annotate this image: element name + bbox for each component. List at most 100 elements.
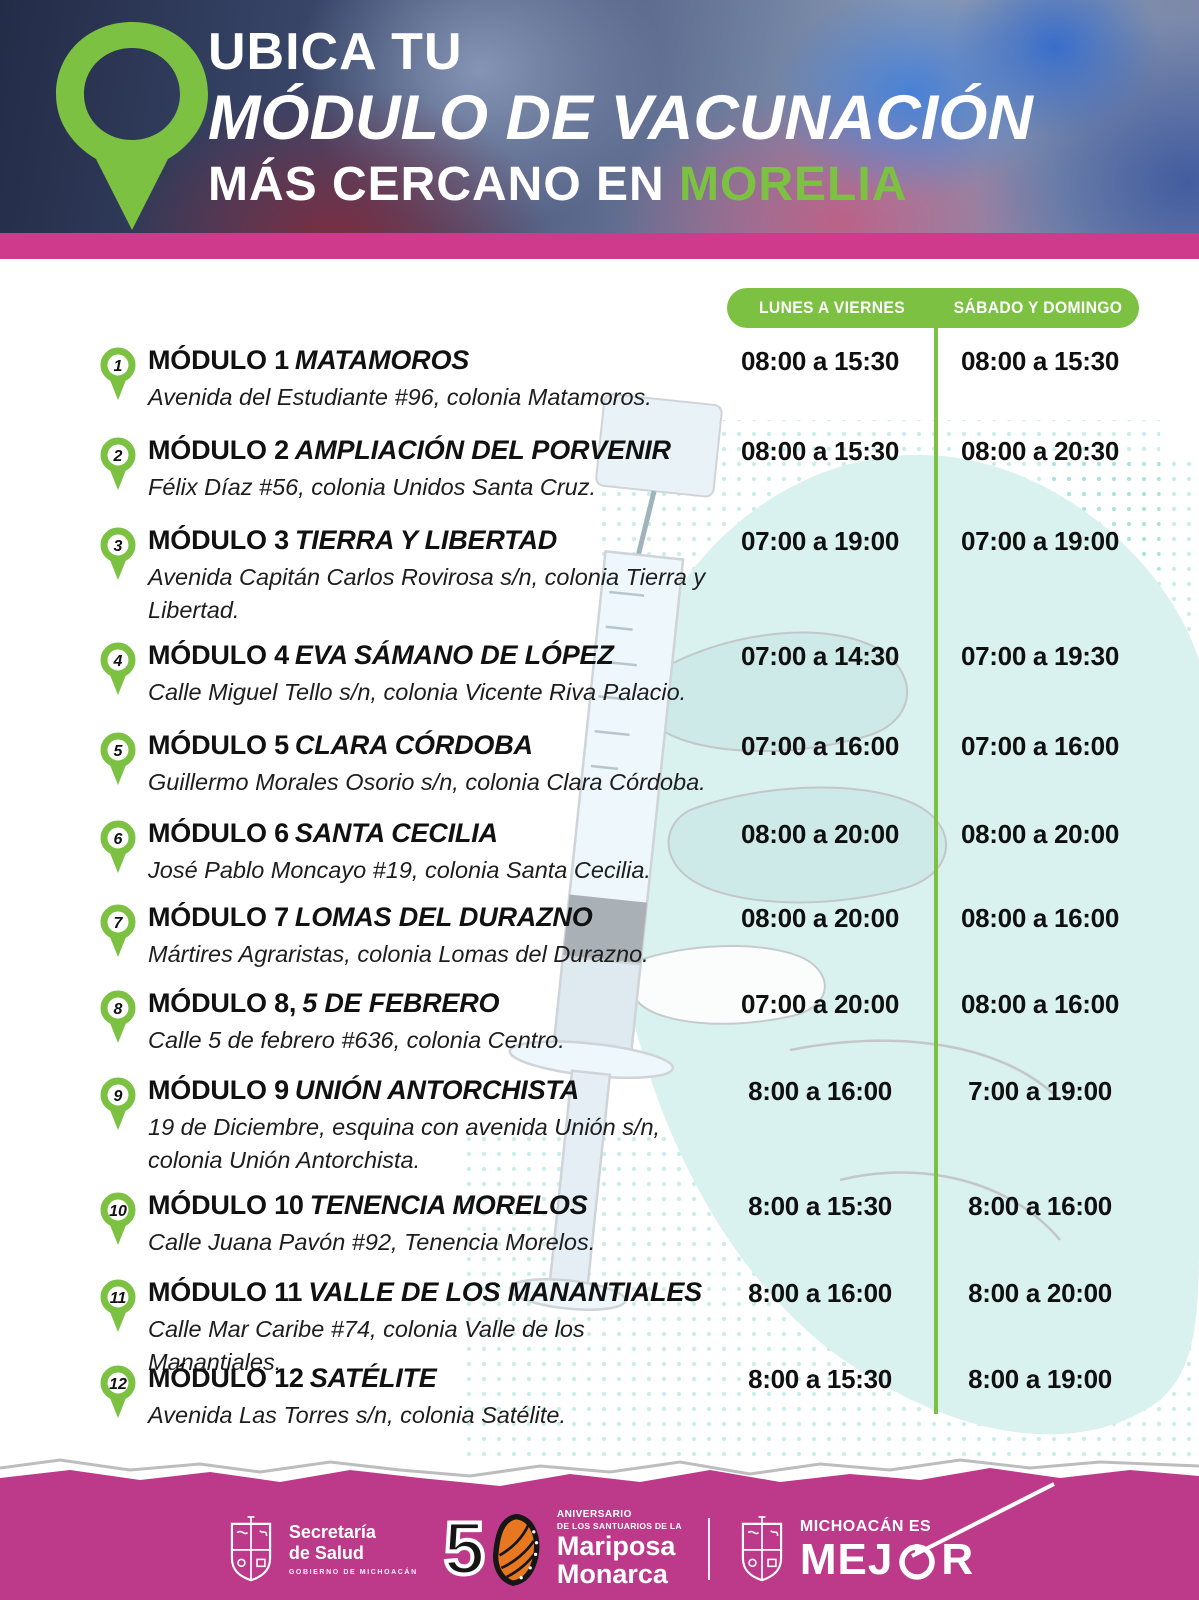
footer-separator bbox=[707, 1518, 710, 1580]
module-number-label: MÓDULO 3 bbox=[148, 525, 289, 555]
anniversary-label: ANIVERSARIO bbox=[556, 1509, 632, 1521]
module-address: Félix Díaz #56, colonia Unidos Santa Cru… bbox=[148, 474, 597, 500]
michoacan-es-mejor-logo: MICHOACÁN ES MEJ R bbox=[736, 1482, 1056, 1585]
mariposa-label: Mariposa bbox=[556, 1531, 676, 1562]
module-name: SATÉLITE bbox=[309, 1363, 437, 1393]
module-title: MÓDULO 11 VALLE DE LOS MANANTIALES bbox=[148, 1277, 713, 1308]
module-address: Avenida Las Torres s/n, colonia Satélite… bbox=[148, 1402, 567, 1428]
module-text: MÓDULO 7 LOMAS DEL DURAZNO Mártires Agrar… bbox=[148, 902, 713, 971]
coat-of-arms-icon bbox=[741, 1516, 783, 1582]
module-title: MÓDULO 1 MATAMOROS bbox=[148, 345, 713, 376]
numbered-map-pin-icon: 8 bbox=[100, 990, 136, 1043]
weekday-hours: 08:00 a 20:00 bbox=[740, 903, 899, 933]
numbered-map-pin-icon: 2 bbox=[100, 437, 136, 490]
module-title: MÓDULO 8, 5 DE FEBRERO bbox=[148, 988, 713, 1019]
module-address: 19 de Diciembre, esquina con avenida Uni… bbox=[148, 1114, 661, 1174]
footer-logos: Secretaría de Salud GOBIERNO DE MICHOACÁ… bbox=[0, 1482, 1199, 1600]
pin-number: 1 bbox=[114, 358, 123, 375]
weekday-hours: 8:00 a 16:00 bbox=[748, 1278, 892, 1308]
weekday-hours: 07:00 a 19:00 bbox=[740, 526, 899, 556]
mejor-text-left: MEJ bbox=[799, 1535, 894, 1585]
module-name: 5 DE FEBRERO bbox=[302, 988, 500, 1018]
numbered-map-pin-icon: 1 bbox=[100, 347, 136, 400]
pin-number: 8 bbox=[114, 1001, 123, 1018]
module-name: EVA SÁMANO DE LÓPEZ bbox=[294, 640, 614, 670]
module-number-label: MÓDULO 10 bbox=[148, 1190, 304, 1220]
coat-of-arms-icon bbox=[230, 1516, 272, 1582]
weekend-column-label: SÁBADO Y DOMINGO bbox=[953, 298, 1123, 317]
pin-number: 7 bbox=[114, 915, 124, 932]
module-number-label: MÓDULO 4 bbox=[148, 640, 289, 670]
module-title: MÓDULO 7 LOMAS DEL DURAZNO bbox=[148, 902, 713, 933]
module-text: MÓDULO 1 MATAMOROS Avenida del Estudiante… bbox=[148, 345, 713, 414]
module-text: MÓDULO 6 SANTA CECILIA José Pablo Moncayo… bbox=[148, 818, 713, 887]
module-title: MÓDULO 2 AMPLIACIÓN DEL PORVENIR bbox=[148, 435, 713, 466]
numbered-map-pin-icon: 9 bbox=[100, 1077, 136, 1130]
mariposa-monarca-logo: 5 ANIVERSARIO DE LOS SANTUARIOS DE LA Ma… bbox=[442, 1506, 682, 1590]
schedule-column-header: LUNES A VIERNES SÁBADO Y DOMINGO bbox=[727, 288, 1139, 328]
module-address: Calle Mar Caribe #74, colonia Valle de l… bbox=[148, 1316, 585, 1376]
module-number-label: MÓDULO 7 bbox=[148, 902, 289, 932]
secretaria-line3: GOBIERNO DE MICHOACÁN bbox=[288, 1568, 418, 1576]
header-title-block: UBICA TU MÓDULO DE VACUNACIÓN MÁS CERCAN… bbox=[208, 26, 1033, 209]
module-text: MÓDULO 8, 5 DE FEBRERO Calle 5 de febrero… bbox=[148, 988, 713, 1057]
anniversary-number: 5 bbox=[442, 1506, 487, 1590]
module-title: MÓDULO 5 CLARA CÓRDOBA bbox=[148, 730, 713, 761]
secretaria-salud-text: Secretaría de Salud GOBIERNO DE MICHOACÁ… bbox=[289, 1522, 418, 1575]
module-name: SANTA CECILIA bbox=[294, 818, 498, 848]
pin-number: 11 bbox=[110, 1290, 127, 1307]
module-number-label: MÓDULO 11 bbox=[148, 1277, 303, 1307]
weekday-hours: 08:00 a 20:00 bbox=[740, 819, 899, 849]
weekday-hours: 07:00 a 16:00 bbox=[740, 731, 899, 761]
weekend-hours: 07:00 a 16:00 bbox=[960, 731, 1119, 761]
module-number-label: MÓDULO 8, bbox=[148, 988, 297, 1018]
module-text: MÓDULO 4 EVA SÁMANO DE LÓPEZ Calle Miguel… bbox=[148, 640, 713, 709]
module-number-label: MÓDULO 9 bbox=[148, 1075, 289, 1105]
weekend-hours: 08:00 a 16:00 bbox=[960, 903, 1119, 933]
module-title: MÓDULO 3 TIERRA Y LIBERTAD bbox=[148, 525, 713, 556]
numbered-map-pin-icon: 12 bbox=[100, 1365, 136, 1418]
numbered-map-pin-icon: 10 bbox=[100, 1192, 136, 1245]
secretaria-line1: Secretaría bbox=[288, 1522, 376, 1543]
module-title: MÓDULO 4 EVA SÁMANO DE LÓPEZ bbox=[148, 640, 713, 671]
module-address: Avenida Capitán Carlos Rovirosa s/n, col… bbox=[148, 564, 706, 624]
header-photo-band: UBICA TU MÓDULO DE VACUNACIÓN MÁS CERCAN… bbox=[0, 0, 1199, 233]
monarch-butterfly-icon bbox=[492, 1513, 540, 1586]
numbered-map-pin-icon: 4 bbox=[100, 642, 136, 695]
module-address: Calle Miguel Tello s/n, colonia Vicente … bbox=[148, 679, 687, 705]
module-name: AMPLIACIÓN DEL PORVENIR bbox=[294, 435, 671, 465]
module-number-label: MÓDULO 5 bbox=[148, 730, 289, 760]
module-name: VALLE DE LOS MANANTIALES bbox=[308, 1277, 702, 1307]
module-number-label: MÓDULO 6 bbox=[148, 818, 289, 848]
weekday-hours: 08:00 a 15:30 bbox=[740, 436, 899, 466]
numbered-map-pin-icon: 5 bbox=[100, 732, 136, 785]
module-title: MÓDULO 10 TENENCIA MORELOS bbox=[148, 1190, 713, 1221]
header-line1: UBICA TU bbox=[208, 23, 463, 81]
module-name: CLARA CÓRDOBA bbox=[294, 730, 533, 760]
module-number-label: MÓDULO 12 bbox=[148, 1363, 304, 1393]
weekend-hours: 08:00 a 15:30 bbox=[960, 346, 1119, 376]
pin-number: 6 bbox=[114, 831, 123, 848]
numbered-map-pin-icon: 3 bbox=[100, 527, 136, 580]
torn-paper-edge bbox=[0, 1458, 1199, 1500]
anniversary-sublabel: DE LOS SANTUARIOS DE LA bbox=[556, 1521, 682, 1532]
weekend-hours: 8:00 a 19:00 bbox=[968, 1364, 1112, 1394]
weekday-hours: 8:00 a 15:30 bbox=[748, 1191, 892, 1221]
weekend-hours: 08:00 a 20:00 bbox=[960, 819, 1119, 849]
weekend-hours: 07:00 a 19:00 bbox=[960, 526, 1119, 556]
module-name: TIERRA Y LIBERTAD bbox=[294, 525, 558, 555]
secretaria-salud-logo: Secretaría de Salud GOBIERNO DE MICHOACÁ… bbox=[225, 1515, 418, 1583]
module-number-label: MÓDULO 2 bbox=[148, 435, 289, 465]
module-title: MÓDULO 12 SATÉLITE bbox=[148, 1363, 713, 1394]
module-title: MÓDULO 6 SANTA CECILIA bbox=[148, 818, 713, 849]
module-address: Mártires Agraristas, colonia Lomas del D… bbox=[148, 941, 649, 967]
module-name: TENENCIA MORELOS bbox=[309, 1190, 588, 1220]
header-city-highlight: MORELIA bbox=[679, 158, 908, 211]
module-address: Calle Juana Pavón #92, Tenencia Morelos. bbox=[148, 1229, 596, 1255]
pin-number: 12 bbox=[109, 1376, 127, 1393]
monarca-label: Monarca bbox=[556, 1559, 668, 1589]
weekend-hours: 7:00 a 19:00 bbox=[968, 1076, 1112, 1106]
module-text: MÓDULO 12 SATÉLITE Avenida Las Torres s/n… bbox=[148, 1363, 713, 1432]
